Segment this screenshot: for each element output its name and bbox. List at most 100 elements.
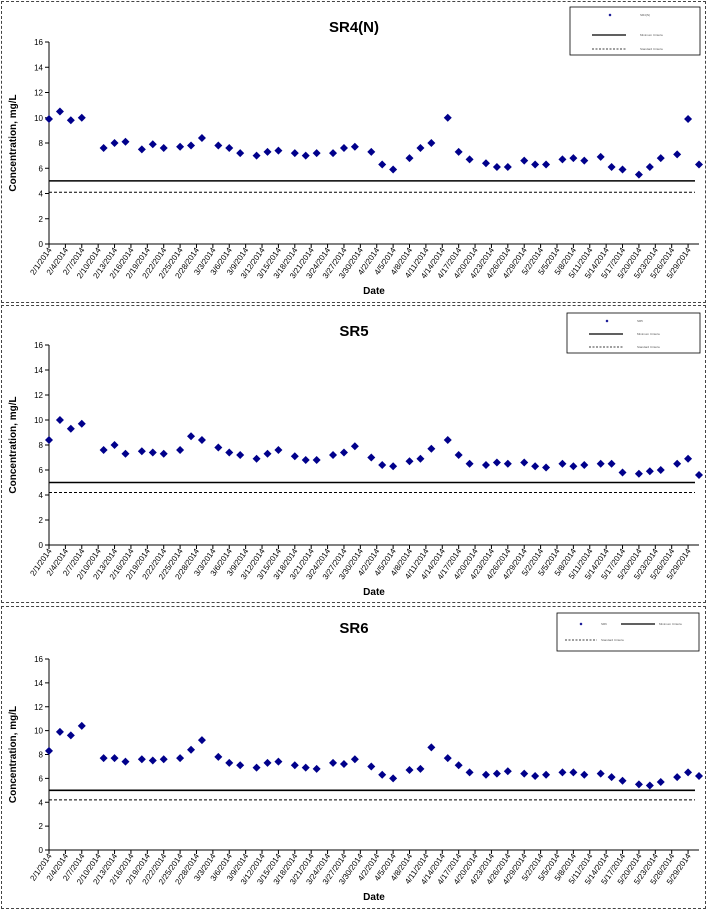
legend-label: Minimum Criteria [640, 33, 663, 37]
data-point [684, 454, 693, 463]
data-point [350, 442, 359, 451]
y-tick-label: 4 [39, 798, 44, 807]
chart-title: SR5 [339, 323, 368, 340]
data-point [176, 446, 185, 454]
data-point [176, 754, 185, 763]
legend: SR5 Minimum Criteria Standard Criteria [566, 312, 701, 354]
data-point [580, 770, 589, 779]
data-point [214, 752, 223, 761]
data-point [618, 165, 627, 174]
data-point [148, 448, 157, 457]
chart-panel-sr4n: SR4(N) Concentration, mg/L 0 2 4 6 8 10 12 14 16 2/… [1, 1, 706, 303]
data-point [503, 162, 512, 171]
y-tick-label: 8 [39, 441, 44, 450]
data-point [454, 761, 463, 770]
data-point [454, 147, 463, 156]
data-point [45, 746, 53, 755]
data-point [673, 773, 682, 782]
data-point [367, 762, 376, 771]
data-point [236, 149, 245, 158]
y-tick-label: 14 [34, 366, 43, 375]
data-point [569, 462, 578, 471]
data-point [596, 459, 605, 468]
y-tick-label: 12 [34, 89, 43, 98]
data-point [159, 144, 168, 153]
data-point [66, 116, 75, 125]
data-point [148, 756, 157, 765]
data-point [596, 152, 605, 161]
data-point [684, 768, 693, 777]
data-point [542, 770, 551, 779]
data-point [481, 159, 490, 168]
data-point [389, 774, 398, 783]
data-point [367, 147, 376, 156]
data-point [569, 768, 578, 777]
data-point [66, 731, 75, 740]
y-tick-label: 10 [34, 114, 43, 123]
data-point [378, 461, 387, 469]
data-point [645, 781, 654, 790]
data-point [263, 147, 272, 156]
x-axis-label: Date [363, 892, 385, 903]
data-point [416, 144, 425, 153]
data-point [301, 456, 310, 464]
data-point [481, 770, 490, 779]
data-point [236, 761, 245, 770]
data-point [290, 149, 299, 158]
data-point [427, 743, 436, 752]
data-point [542, 160, 551, 169]
y-tick-label: 4 [39, 190, 44, 199]
data-point [520, 156, 529, 165]
data-point [520, 458, 529, 467]
data-point [137, 145, 146, 154]
legend-marker [605, 319, 609, 323]
data-point [312, 764, 321, 773]
data-point [339, 760, 348, 769]
data-point [77, 113, 86, 122]
data-point [443, 113, 452, 122]
y-tick-label: 12 [34, 703, 43, 712]
data-point [492, 769, 501, 778]
data-point [634, 170, 643, 179]
data-point [99, 446, 108, 454]
data-point [77, 721, 86, 730]
data-point [607, 162, 616, 171]
data-point [339, 144, 348, 153]
data-point [695, 160, 703, 169]
data-point [645, 467, 654, 476]
data-point [558, 768, 567, 777]
data-point [225, 144, 234, 153]
data-point [137, 447, 146, 456]
data-point [197, 436, 206, 444]
data-point [252, 454, 261, 463]
data-point [159, 755, 168, 764]
data-point [66, 424, 75, 433]
y-tick-label: 16 [34, 655, 43, 664]
data-point [274, 446, 283, 454]
data-point [121, 757, 130, 766]
data-point [197, 133, 206, 142]
data-point [673, 459, 682, 468]
data-point [492, 162, 501, 171]
data-point [236, 451, 245, 459]
data-point [503, 767, 512, 776]
data-point [110, 441, 119, 449]
data-point [252, 151, 261, 160]
legend-label: Standard Criteria [637, 345, 660, 349]
data-point [367, 453, 376, 462]
data-point [225, 448, 234, 457]
y-tick-label: 0 [39, 240, 44, 249]
data-point [656, 466, 665, 474]
legend-label: SR5 [637, 319, 643, 323]
data-point [481, 461, 490, 469]
legend-label: Minimum Criteria [637, 332, 660, 336]
data-point [673, 150, 682, 159]
data-point [312, 149, 321, 158]
data-point [569, 154, 578, 163]
data-point [558, 459, 567, 468]
y-tick-label: 16 [34, 341, 43, 350]
data-point [634, 469, 643, 478]
data-point [645, 162, 654, 171]
y-tick-label: 0 [39, 541, 44, 550]
